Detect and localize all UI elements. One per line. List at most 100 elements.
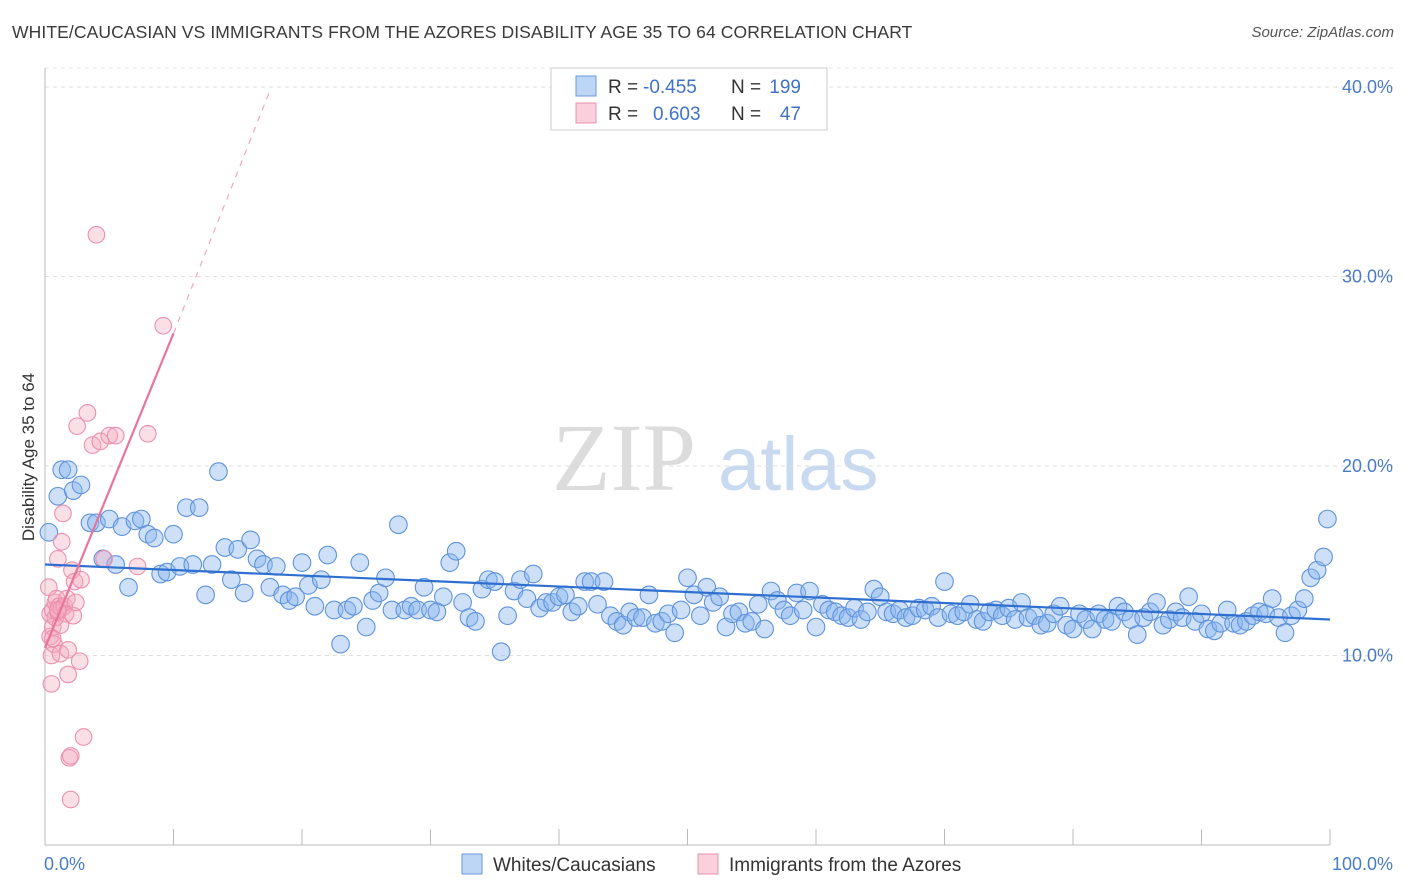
point-whites-29 — [228, 540, 248, 559]
point-whites-43 — [318, 545, 338, 565]
axes — [44, 68, 1331, 846]
point-whites-30 — [234, 583, 254, 603]
point-whites-54 — [389, 515, 408, 535]
point-whites-19 — [164, 524, 183, 544]
x-tick-label-min: 0.0% — [44, 854, 85, 874]
point-whites-28 — [221, 570, 241, 590]
point-whites-155 — [1037, 613, 1057, 633]
point-whites-198 — [1314, 547, 1333, 567]
x-tick-label-max: 100.0% — [1332, 854, 1393, 874]
point-whites-118 — [800, 581, 819, 601]
point-whites-107 — [729, 602, 749, 622]
point-whites-85 — [588, 594, 607, 614]
point-whites-119 — [806, 617, 826, 637]
point-whites-75 — [523, 564, 543, 584]
point-whites-74 — [517, 589, 537, 608]
point-whites-3 — [58, 460, 78, 480]
point-azores-32 — [70, 652, 89, 671]
point-whites-98 — [671, 600, 691, 620]
point-azores-30 — [66, 593, 85, 612]
point-whites-106 — [723, 604, 742, 624]
point-whites-126 — [851, 610, 871, 629]
y-tick-label-10: 10.0% — [1342, 645, 1393, 665]
correlation-legend: R = -0.455 N = 199 R = 0.603 N = 47 — [550, 67, 828, 131]
y-tick-labels: 10.0% 20.0% 30.0% 40.0% — [1342, 77, 1393, 666]
point-whites-157 — [1050, 596, 1070, 616]
point-whites-10 — [106, 555, 126, 574]
point-azores-40 — [100, 426, 119, 445]
point-whites-57 — [408, 600, 428, 620]
point-azores-35 — [78, 404, 97, 422]
trend-line-azores — [43, 332, 175, 649]
trend-lines — [43, 90, 1331, 649]
point-whites-83 — [575, 572, 595, 591]
point-whites-156 — [1044, 604, 1064, 624]
point-whites-49 — [356, 617, 376, 637]
point-whites-172 — [1147, 593, 1166, 612]
y-tick-label-30: 30.0% — [1342, 266, 1393, 286]
point-whites-181 — [1204, 621, 1224, 641]
point-whites-128 — [864, 579, 884, 599]
point-whites-192 — [1275, 623, 1295, 643]
point-whites-82 — [568, 596, 588, 616]
y-tick-label-20: 20.0% — [1342, 456, 1393, 476]
point-azores-23 — [59, 665, 77, 684]
point-whites-58 — [414, 577, 434, 597]
point-azores-42 — [128, 557, 147, 576]
point-azores-25 — [61, 747, 80, 765]
point-azores-38 — [91, 432, 110, 451]
series-legend-swatch-whites — [461, 853, 483, 875]
point-whites-95 — [652, 612, 672, 631]
point-azores-31 — [68, 417, 86, 436]
legend-r-label-1: R = — [608, 77, 638, 98]
series-legend: Whites/Caucasians Immigrants from the Az… — [461, 853, 961, 876]
point-whites-104 — [710, 587, 729, 607]
y-tick-label-40: 40.0% — [1342, 77, 1393, 97]
source-label: Source: ZipAtlas.com — [1251, 24, 1394, 41]
legend-r-value-2: 0.603 — [653, 104, 701, 125]
point-whites-53 — [382, 600, 402, 620]
point-whites-12 — [119, 577, 138, 597]
series-legend-label-azores: Immigrants from the Azores — [729, 855, 961, 876]
point-whites-23 — [189, 498, 209, 518]
point-whites-86 — [594, 572, 614, 591]
y-axis-label: Disability Age 35 to 64 — [19, 373, 38, 541]
point-whites-145 — [973, 612, 993, 631]
point-whites-199 — [1318, 509, 1337, 529]
point-whites-97 — [665, 623, 685, 643]
point-azores-28 — [64, 606, 83, 625]
point-whites-127 — [858, 602, 877, 622]
point-whites-177 — [1179, 587, 1198, 607]
point-whites-70 — [491, 642, 511, 662]
point-whites-196 — [1301, 568, 1321, 588]
point-whites-190 — [1262, 589, 1282, 608]
point-whites-59 — [421, 600, 440, 620]
point-whites-13 — [125, 511, 145, 531]
point-whites-31 — [241, 530, 260, 550]
point-whites-5 — [71, 475, 91, 495]
point-whites-63 — [446, 541, 466, 561]
legend-n-value-2: 47 — [780, 104, 801, 125]
point-azores-11 — [48, 549, 67, 568]
trend-line-azores-extension — [172, 90, 271, 334]
point-whites-26 — [209, 462, 228, 482]
point-azores-4 — [42, 675, 61, 693]
point-whites-111 — [755, 619, 774, 639]
point-whites-42 — [311, 570, 331, 590]
point-whites-45 — [331, 634, 350, 654]
point-whites-94 — [646, 613, 665, 633]
point-whites-16 — [144, 528, 164, 548]
point-azores-26 — [61, 790, 80, 809]
grid-lines — [45, 67, 1393, 656]
point-whites-24 — [196, 585, 215, 605]
point-whites-38 — [286, 587, 305, 607]
point-whites-139 — [935, 572, 954, 591]
point-whites-44 — [324, 600, 344, 620]
point-whites-69 — [485, 572, 505, 591]
point-whites-99 — [678, 568, 697, 588]
point-whites-195 — [1294, 589, 1314, 608]
point-whites-154 — [1031, 615, 1051, 635]
point-whites-66 — [466, 612, 485, 631]
point-whites-21 — [177, 498, 196, 518]
